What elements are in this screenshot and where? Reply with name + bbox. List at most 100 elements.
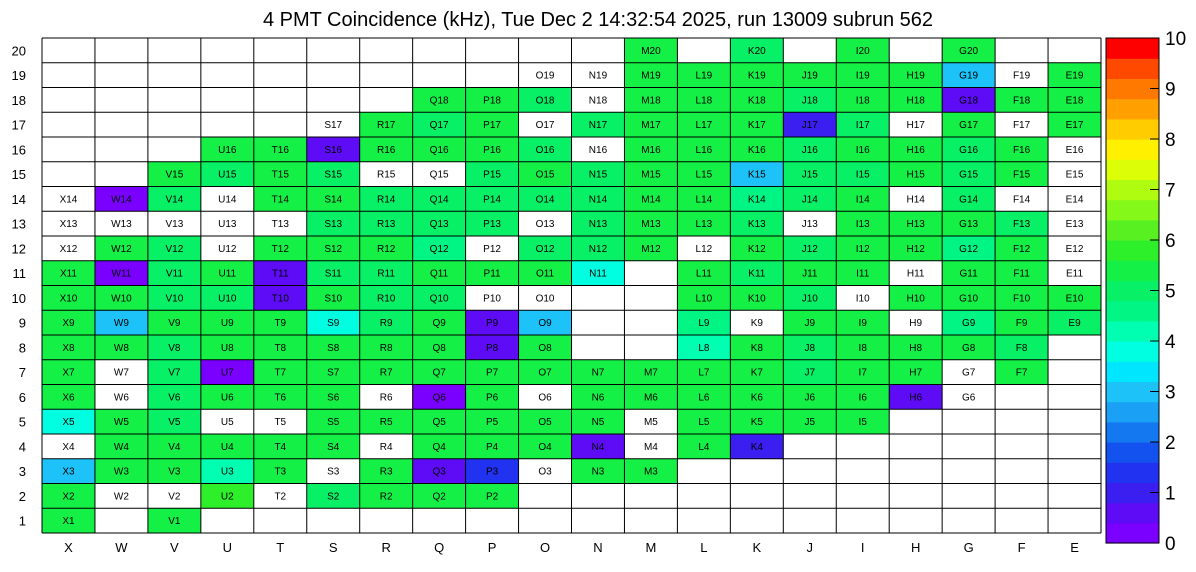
heatmap-cell (518, 236, 572, 261)
heatmap-cell (889, 112, 943, 137)
heatmap-cell (942, 236, 996, 261)
cell-label: U13 (218, 219, 237, 230)
cell-label: I8 (859, 343, 868, 354)
cell-label: O10 (536, 293, 555, 304)
cell-label: P8 (486, 343, 499, 354)
cell-label: G10 (959, 293, 978, 304)
heatmap-cell (836, 112, 890, 137)
heatmap-cell (94, 236, 148, 261)
cell-label: U7 (221, 368, 234, 379)
cell-label: S2 (327, 491, 340, 502)
heatmap-cell (412, 335, 466, 360)
color-scale-tick-label: 6 (1165, 231, 1176, 252)
heatmap-cell (995, 359, 1049, 385)
heatmap-cell (465, 112, 519, 137)
heatmap-cell (783, 137, 837, 162)
heatmap-cell (147, 335, 201, 360)
heatmap-cell (253, 186, 307, 212)
cell-label: O6 (538, 392, 552, 403)
cell-label: H9 (909, 318, 922, 329)
cell-label: T15 (272, 170, 290, 181)
heatmap-cell (942, 161, 996, 187)
heatmap-cell (359, 285, 413, 311)
heatmap-cell (518, 161, 572, 187)
cell-label: N5 (592, 417, 605, 428)
cell-label: O9 (538, 318, 552, 329)
heatmap-cell (306, 137, 360, 162)
cell-label: R16 (377, 145, 396, 156)
cell-label: G11 (960, 269, 979, 280)
cell-label: O3 (538, 467, 552, 478)
cell-label: R4 (380, 442, 393, 453)
cell-label: M5 (644, 417, 658, 428)
cell-label: U4 (221, 442, 234, 453)
cell-label: E14 (1066, 194, 1084, 205)
cell-label: Q3 (432, 467, 446, 478)
heatmap-cell (200, 483, 254, 509)
cell-label: P5 (486, 417, 499, 428)
heatmap-cell (465, 409, 519, 434)
cell-label: Q9 (432, 318, 446, 329)
heatmap-cell (465, 161, 519, 187)
heatmap-cell (624, 161, 678, 187)
cell-label: L4 (698, 442, 710, 453)
cell-label: M6 (644, 392, 658, 403)
heatmap-cell (730, 161, 784, 187)
cell-label: K4 (751, 442, 764, 453)
cell-label: U14 (218, 194, 237, 205)
heatmap-cell (412, 211, 466, 236)
heatmap-cell (147, 384, 201, 410)
heatmap-cell (730, 186, 784, 212)
cell-label: P12 (483, 244, 501, 255)
heatmap-cell (624, 236, 678, 261)
heatmap-cell (730, 38, 784, 63)
cell-label: W11 (112, 269, 132, 280)
heatmap-cell (889, 62, 943, 88)
y-tick-label: 10 (12, 291, 26, 306)
cell-label: G9 (962, 318, 976, 329)
cell-label: Q7 (432, 368, 446, 379)
cell-label: R13 (377, 219, 396, 230)
cell-label: W7 (114, 368, 129, 379)
cell-label: X8 (62, 343, 75, 354)
cell-label: S9 (327, 318, 340, 329)
heatmap-cell (783, 359, 837, 385)
heatmap-cell (677, 384, 731, 410)
heatmap-cell (836, 137, 890, 162)
cell-label: X1 (62, 516, 75, 527)
cell-label: H11 (907, 269, 925, 280)
heatmap-cell (94, 409, 148, 434)
heatmap-cell (1048, 161, 1101, 187)
cell-label: O5 (538, 417, 552, 428)
cell-label: W9 (114, 318, 129, 329)
heatmap-cell (836, 409, 890, 434)
heatmap-cell (94, 285, 148, 311)
heatmap-cell (889, 260, 943, 286)
cell-label: G6 (962, 392, 976, 403)
heatmap-cell (412, 186, 466, 212)
heatmap-cell (730, 112, 784, 137)
cell-label: L10 (696, 293, 713, 304)
y-tick-label: 14 (12, 192, 26, 207)
cell-label: J10 (802, 293, 819, 304)
cell-label: H6 (909, 392, 922, 403)
cell-label: V10 (165, 293, 183, 304)
cell-label: R10 (377, 293, 396, 304)
heatmap-cell (253, 384, 307, 410)
x-tick-label: J (807, 540, 814, 555)
heatmap-cell (412, 409, 466, 434)
heatmap-cell (465, 434, 519, 459)
cell-label: N3 (592, 467, 605, 478)
x-tick-label: V (170, 540, 179, 555)
heatmap-cell (42, 335, 95, 360)
cell-label: R17 (377, 120, 396, 131)
heatmap-cell (571, 236, 625, 261)
heatmap-cell (1048, 62, 1101, 88)
heatmap-cell (359, 260, 413, 286)
heatmap-cell (730, 236, 784, 261)
color-scale-tick-label: 2 (1165, 433, 1176, 454)
color-scale-tick-label: 10 (1165, 29, 1186, 50)
y-tick-label: 12 (12, 241, 26, 256)
cell-label: T16 (272, 145, 290, 156)
